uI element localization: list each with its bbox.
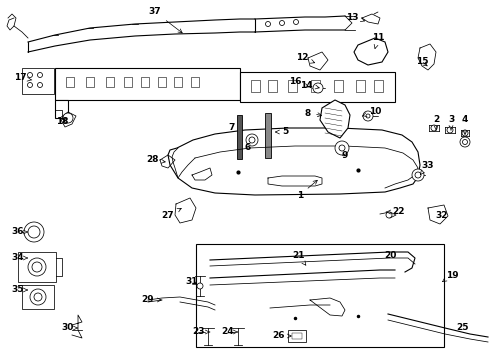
Text: 28: 28: [146, 156, 165, 165]
Circle shape: [246, 134, 258, 146]
Polygon shape: [320, 100, 350, 138]
Text: 30: 30: [62, 324, 77, 333]
Circle shape: [28, 258, 46, 276]
Circle shape: [38, 82, 43, 87]
Circle shape: [30, 289, 46, 305]
Circle shape: [463, 139, 467, 144]
Bar: [22, 68, 54, 94]
Bar: [141, 77, 149, 87]
Circle shape: [279, 21, 285, 26]
Circle shape: [249, 137, 255, 143]
Bar: [374, 80, 383, 92]
Circle shape: [63, 113, 73, 123]
Bar: [106, 77, 114, 87]
Text: 17: 17: [14, 73, 32, 82]
Circle shape: [38, 72, 43, 77]
Bar: [86, 77, 94, 87]
Text: 29: 29: [142, 296, 161, 305]
Text: 4: 4: [462, 116, 468, 134]
Bar: [158, 77, 166, 87]
Text: 11: 11: [372, 33, 384, 49]
Text: 37: 37: [148, 8, 182, 33]
Circle shape: [27, 82, 32, 87]
Circle shape: [335, 141, 349, 155]
Polygon shape: [168, 128, 420, 195]
Bar: [196, 244, 444, 347]
Bar: [22, 285, 54, 309]
Circle shape: [412, 169, 424, 181]
Text: 22: 22: [386, 207, 404, 216]
Bar: [288, 330, 306, 342]
Text: 13: 13: [346, 13, 365, 22]
Text: 19: 19: [442, 270, 458, 282]
Text: 23: 23: [192, 328, 210, 337]
Text: 14: 14: [300, 81, 319, 90]
Circle shape: [34, 293, 42, 301]
Circle shape: [266, 22, 270, 27]
Text: 2: 2: [433, 116, 439, 130]
Text: 26: 26: [272, 332, 291, 341]
Text: 6: 6: [245, 144, 251, 153]
Polygon shape: [354, 38, 388, 65]
Text: 16: 16: [289, 77, 309, 87]
Circle shape: [294, 19, 298, 24]
Text: 7: 7: [229, 123, 235, 132]
Bar: [191, 77, 199, 87]
Circle shape: [32, 262, 42, 272]
Circle shape: [386, 212, 392, 218]
Text: 35: 35: [12, 285, 27, 294]
Text: 18: 18: [56, 117, 68, 126]
Text: 20: 20: [384, 251, 396, 260]
Bar: [288, 80, 297, 92]
Bar: [251, 80, 260, 92]
Bar: [265, 113, 271, 158]
Text: 31: 31: [186, 278, 198, 287]
Text: 36: 36: [12, 228, 27, 237]
Text: 32: 32: [436, 211, 448, 220]
Text: 3: 3: [448, 116, 454, 130]
Text: 27: 27: [162, 208, 181, 220]
Bar: [124, 77, 132, 87]
Circle shape: [460, 137, 470, 147]
Text: 1: 1: [297, 180, 318, 199]
Text: 5: 5: [275, 127, 288, 136]
Circle shape: [447, 127, 453, 133]
Text: 8: 8: [305, 108, 321, 117]
Circle shape: [197, 283, 203, 289]
Bar: [18, 252, 56, 282]
Bar: [334, 80, 343, 92]
Polygon shape: [55, 68, 240, 100]
Circle shape: [462, 130, 468, 136]
Text: 24: 24: [221, 328, 237, 337]
Circle shape: [24, 222, 44, 242]
Text: 34: 34: [12, 253, 27, 262]
Bar: [292, 333, 302, 339]
Circle shape: [431, 125, 437, 131]
Circle shape: [339, 145, 345, 151]
Circle shape: [363, 111, 373, 121]
Circle shape: [415, 172, 421, 178]
Polygon shape: [240, 72, 395, 102]
Text: 12: 12: [296, 54, 315, 63]
Text: 15: 15: [416, 58, 428, 67]
Bar: [66, 77, 74, 87]
Circle shape: [366, 114, 370, 118]
Text: 21: 21: [292, 251, 306, 265]
Bar: [237, 115, 242, 159]
Text: 33: 33: [420, 161, 434, 175]
Text: 25: 25: [456, 324, 468, 333]
Circle shape: [313, 83, 323, 93]
Text: 9: 9: [342, 150, 348, 159]
Bar: [356, 80, 365, 92]
Polygon shape: [55, 100, 68, 118]
Bar: [174, 77, 182, 87]
Text: 10: 10: [363, 108, 381, 117]
Bar: [311, 80, 320, 92]
Bar: [268, 80, 277, 92]
Circle shape: [27, 72, 32, 77]
Circle shape: [28, 226, 40, 238]
